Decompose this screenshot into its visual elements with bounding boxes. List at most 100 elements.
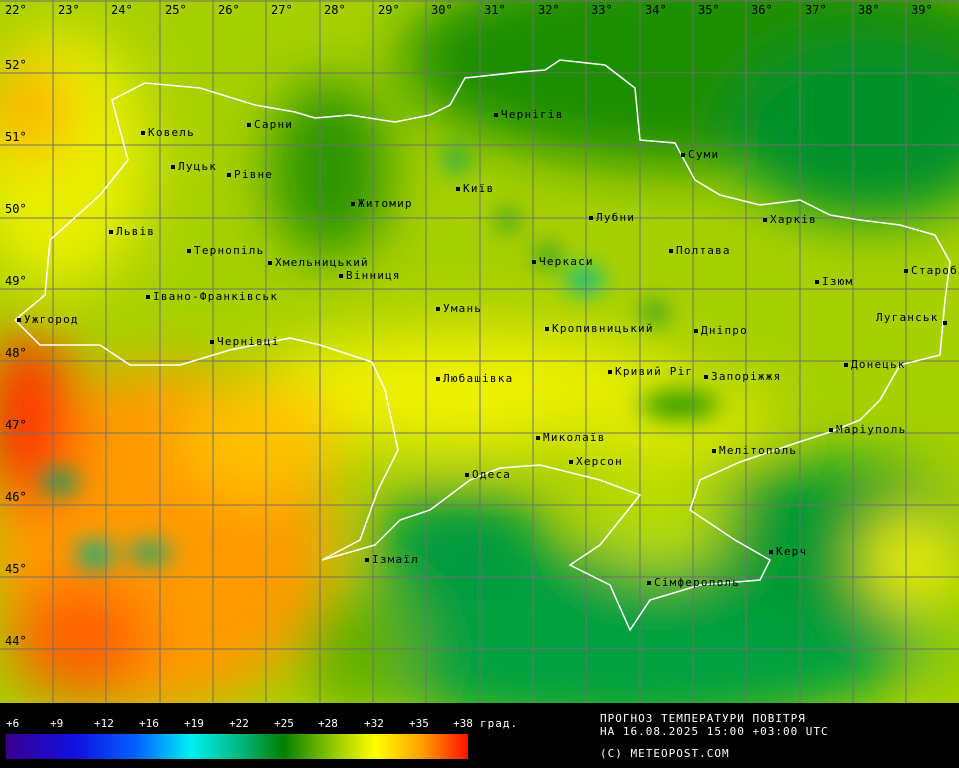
city-dot-icon xyxy=(904,269,908,273)
city-dot-icon xyxy=(494,113,498,117)
legend-tick: +16 xyxy=(139,717,159,730)
lon-label: 32° xyxy=(538,3,560,17)
legend-unit: град. xyxy=(480,717,519,730)
city-name: Старобі xyxy=(911,264,959,277)
city-name: Івано-Франківськ xyxy=(153,290,279,303)
city-marker: Рівне xyxy=(227,169,273,181)
city-marker: Любашівка xyxy=(436,373,513,385)
lat-label: 47° xyxy=(5,418,27,432)
lat-label: 46° xyxy=(5,490,27,504)
city-name: Хмельницький xyxy=(275,256,369,269)
legend-tick: +28 xyxy=(318,717,338,730)
city-dot-icon xyxy=(141,131,145,135)
city-marker: Чернівці xyxy=(210,336,280,348)
city-dot-icon xyxy=(681,153,685,157)
lon-label: 35° xyxy=(698,3,720,17)
temperature-field xyxy=(0,0,959,703)
lon-label: 27° xyxy=(271,3,293,17)
city-marker: Тернопіль xyxy=(187,245,264,257)
city-name: Харків xyxy=(770,213,817,226)
city-marker: Івано-Франківськ xyxy=(146,291,278,303)
city-marker: Вінниця xyxy=(339,270,401,282)
city-marker: Ужгород xyxy=(17,314,79,326)
city-name: Чернівці xyxy=(217,335,280,348)
city-marker: Ковель xyxy=(141,127,195,139)
city-dot-icon xyxy=(247,123,251,127)
city-name: Запоріжжя xyxy=(711,370,782,383)
city-marker: Сімферополь xyxy=(647,577,740,589)
country-border xyxy=(14,59,951,632)
lon-label: 24° xyxy=(111,3,133,17)
city-dot-icon xyxy=(545,327,549,331)
city-dot-icon xyxy=(268,261,272,265)
city-dot-icon xyxy=(187,249,191,253)
forecast-datetime: НА 16.08.2025 15:00 +03:00 UTC xyxy=(600,725,829,738)
lon-label: 29° xyxy=(378,3,400,17)
city-marker: Кривий Ріг xyxy=(608,366,693,378)
city-name: Сімферополь xyxy=(654,576,741,589)
city-dot-icon xyxy=(815,280,819,284)
lon-label: 31° xyxy=(484,3,506,17)
legend-tick: +12 xyxy=(94,717,114,730)
city-name: Умань xyxy=(443,302,483,315)
city-marker: Маріуполь xyxy=(829,424,906,436)
city-name: Луцьк xyxy=(178,160,218,173)
city-dot-icon xyxy=(844,363,848,367)
legend-tick: +6 xyxy=(6,717,20,730)
lat-label: 44° xyxy=(5,634,27,648)
city-dot-icon xyxy=(210,340,214,344)
city-dot-icon xyxy=(704,375,708,379)
city-name: Черкаси xyxy=(539,255,594,268)
city-dot-icon xyxy=(829,428,833,432)
city-dot-icon xyxy=(569,460,573,464)
city-name: Кривий Ріг xyxy=(615,365,694,378)
city-dot-icon xyxy=(694,329,698,333)
lon-label: 30° xyxy=(431,3,453,17)
lon-label: 33° xyxy=(591,3,613,17)
city-dot-icon xyxy=(589,216,593,220)
city-dot-icon xyxy=(227,173,231,177)
lon-label: 25° xyxy=(165,3,187,17)
city-dot-icon xyxy=(647,581,651,585)
city-marker: Ізмаїл xyxy=(365,554,419,566)
city-name: Сарни xyxy=(254,118,294,131)
city-name: Донецьк xyxy=(851,358,906,371)
city-marker: Хмельницький xyxy=(268,257,369,269)
city-dot-icon xyxy=(942,321,947,325)
city-marker: Умань xyxy=(436,303,482,315)
city-dot-icon xyxy=(109,230,113,234)
city-marker: Суми xyxy=(681,149,719,161)
city-marker: Львів xyxy=(109,226,155,238)
city-name: Маріуполь xyxy=(836,423,907,436)
lon-label: 38° xyxy=(858,3,880,17)
city-marker: Київ xyxy=(456,183,494,195)
legend-color-bar xyxy=(6,734,468,759)
city-dot-icon xyxy=(146,295,150,299)
city-name: Київ xyxy=(463,182,495,195)
city-name: Одеса xyxy=(472,468,512,481)
city-marker: Чернігів xyxy=(494,109,564,121)
city-marker: Мелітополь xyxy=(712,445,797,457)
city-name: Мелітополь xyxy=(719,444,798,457)
city-marker: Херсон xyxy=(569,456,623,468)
city-dot-icon xyxy=(436,307,440,311)
city-name: Миколаїв xyxy=(543,431,606,444)
city-dot-icon xyxy=(669,249,673,253)
city-marker: Миколаїв xyxy=(536,432,606,444)
city-dot-icon xyxy=(763,218,767,222)
lat-label: 50° xyxy=(5,202,27,216)
lon-label: 36° xyxy=(751,3,773,17)
city-name: Суми xyxy=(688,148,720,161)
city-name: Рівне xyxy=(234,168,274,181)
lat-label: 52° xyxy=(5,58,27,72)
grid xyxy=(0,0,959,703)
city-dot-icon xyxy=(536,436,540,440)
city-marker: Керч xyxy=(769,546,807,558)
city-name: Житомир xyxy=(358,197,413,210)
city-name: Херсон xyxy=(576,455,623,468)
city-marker: Одеса xyxy=(465,469,511,481)
city-dot-icon xyxy=(17,318,21,322)
lon-label: 22° xyxy=(5,3,27,17)
city-marker: Дніпро xyxy=(694,325,748,337)
lon-label: 28° xyxy=(324,3,346,17)
